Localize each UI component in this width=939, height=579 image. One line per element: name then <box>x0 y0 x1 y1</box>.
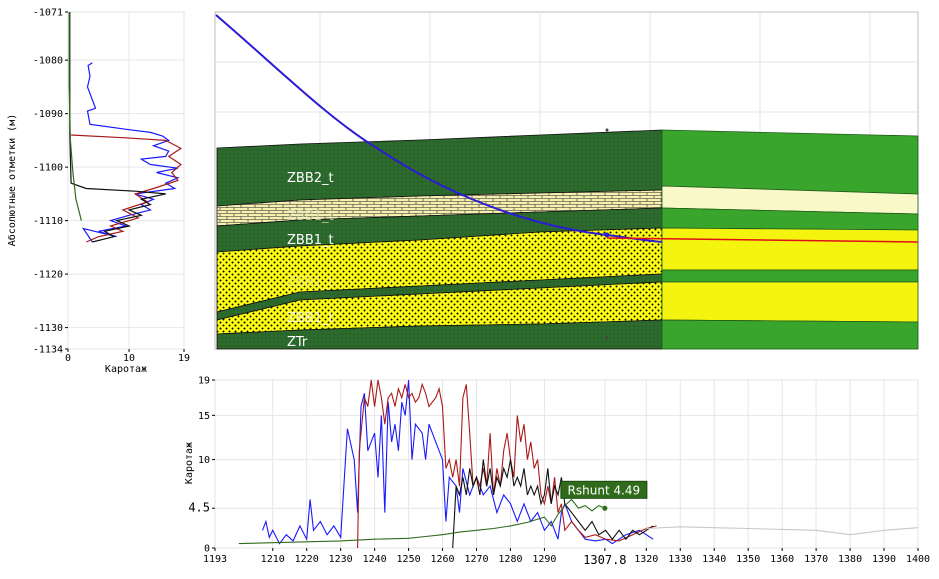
vertical-log-grid <box>67 11 185 350</box>
horizontal-log-x-tick-label: 1270 <box>464 554 488 565</box>
horizontal-log-x-tick-label: 1370 <box>804 554 828 565</box>
horizontal-log-y-ticks: 0 4.5 10 15 19 <box>188 376 215 555</box>
horizontal-log-x-tick-label: 1360 <box>770 554 794 565</box>
vertical-log-y-tick-label: -1071 <box>33 8 63 19</box>
strata-right-block <box>661 129 919 350</box>
cursor-point[interactable] <box>602 505 608 511</box>
vertical-log-y-tick-label: -1134 <box>33 345 63 356</box>
vertical-log-y-tick-label: -1080 <box>33 56 63 67</box>
layer-label-zbb1-hidden-3: ZBB1_t <box>287 311 334 326</box>
horizontal-log-series <box>238 379 919 549</box>
layer-label-zbb1-hidden-2: ZBB1_t <box>287 275 334 290</box>
horizontal-log-series-line-3[interactable] <box>238 498 606 545</box>
horizontal-log-x-tick-label: 1220 <box>295 554 319 565</box>
horizontal-log-ylabel: Каротаж <box>184 442 195 484</box>
vertical-log-x-ticks: 0 10 19 <box>65 349 190 364</box>
strata-left-block <box>216 129 663 350</box>
horizontal-log-x-tick-label: 1260 <box>430 554 454 565</box>
horizontal-log-x-tick-label: 1330 <box>668 554 692 565</box>
vertical-log-series-line-1[interactable] <box>71 134 183 243</box>
vertical-log-series-line-0[interactable] <box>81 62 180 243</box>
horizontal-log-x-tick-label: 1280 <box>498 554 522 565</box>
horizontal-log-x-tick-label: 1390 <box>872 554 896 565</box>
cursor-label-box <box>560 480 648 499</box>
horizontal-log-x-tick-label: 1340 <box>702 554 726 565</box>
vertical-log-x-tick-label: 0 <box>65 353 71 364</box>
horizontal-log-frame <box>214 379 919 549</box>
vertical-log-series-line-2[interactable] <box>69 12 166 243</box>
well-trajectory-point[interactable] <box>604 232 610 238</box>
vertical-log-x-tick-label: 10 <box>123 353 135 364</box>
vertical-log-y-tick-label: -1130 <box>33 323 63 334</box>
layer-ztr <box>216 319 663 350</box>
section-marker <box>605 336 609 340</box>
vertical-log-series <box>68 12 183 243</box>
horizontal-log-y-tick-label: 0 <box>204 544 210 555</box>
horizontal-log-x-tick-label: 1350 <box>736 554 760 565</box>
horizontal-log-series-line-0[interactable] <box>261 379 654 545</box>
horizontal-log-x-tick-label: 1193 <box>203 554 227 565</box>
horizontal-log-y-tick-label: 19 <box>198 376 210 387</box>
vertical-log-panel: -1071 -1080 -1090 -1100 -1110 -1120 -1130 -1134… <box>6 8 190 376</box>
horizontal-log-grid <box>214 379 919 549</box>
vertical-log-series-line-3[interactable] <box>68 12 82 221</box>
horizontal-log-x-tick-label: 1240 <box>363 554 387 565</box>
layer-label-zbb1: ZBB1_t <box>287 233 334 248</box>
vertical-log-y-tick-label: -1110 <box>33 216 63 227</box>
vertical-log-y-tick-label: -1100 <box>33 163 63 174</box>
horizontal-log-y-tick-label: 10 <box>198 455 210 466</box>
horizontal-log-x-tick-label: 1400 <box>906 554 930 565</box>
cursor-label: Rshunt 4.49 <box>568 483 641 497</box>
layer-label-zbb1-hidden-1: ZBB1_t <box>287 209 334 224</box>
horizontal-log-cursor[interactable]: Rshunt 4.49 <box>560 480 648 511</box>
horizontal-log-y-tick-label: 4.5 <box>188 501 210 515</box>
vertical-log-y-tick-label: -1120 <box>33 270 63 281</box>
horizontal-log-x-tick-label: 1250 <box>397 554 421 565</box>
horizontal-log-x-tick-label: 1210 <box>261 554 285 565</box>
vertical-log-y-ticks: -1071 -1080 -1090 -1100 -1110 -1120 -1130 -1134 <box>33 8 68 356</box>
well-trajectory[interactable] <box>215 14 663 243</box>
horizontal-log-series-line-2[interactable] <box>452 459 654 549</box>
horizontal-log-series-line-4[interactable] <box>646 526 919 536</box>
horizontal-log-y-tick-label: 15 <box>198 411 210 422</box>
horizontal-log-series-line-1[interactable] <box>357 379 657 549</box>
horizontal-log-x-tick-label: 1290 <box>532 554 556 565</box>
horizontal-log-x-ticks: 1193 1210 1220 1230 1240 1250 1260 1270 1280 1290… <box>203 548 930 567</box>
horizontal-log-panel: 1193 1210 1220 1230 1240 1250 1260 1270 1280 1290… <box>184 376 930 568</box>
vertical-log-x-tick-label: 19 <box>178 353 190 364</box>
horizontal-log-x-tick-label: 1320 <box>634 554 658 565</box>
layer-label-zbb2: ZBB2_t <box>287 171 334 186</box>
horizontal-log-x-tick-label: 1230 <box>329 554 353 565</box>
layer-label-ztr: ZTr <box>287 335 308 350</box>
horizontal-section-line[interactable] <box>606 237 919 243</box>
vertical-log-xlabel: Каротаж <box>105 364 147 375</box>
horizontal-log-x-tick-label: 1307.8 <box>583 553 626 567</box>
section-marker <box>605 128 609 132</box>
cross-section-panel: ZBB2_t ZBB1_t ZBB1_t ZBB1_t ZBB1_t ZTr <box>214 11 919 350</box>
horizontal-log-x-tick-label: 1380 <box>838 554 862 565</box>
vertical-log-ylabel: Абсолютные отметки (м) <box>6 114 18 246</box>
vertical-log-frame <box>67 11 185 350</box>
vertical-log-y-tick-label: -1090 <box>33 109 63 120</box>
